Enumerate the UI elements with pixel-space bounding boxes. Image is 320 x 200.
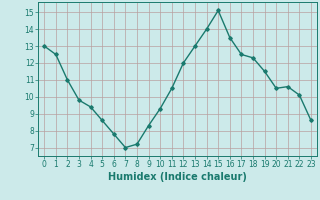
- X-axis label: Humidex (Indice chaleur): Humidex (Indice chaleur): [108, 172, 247, 182]
